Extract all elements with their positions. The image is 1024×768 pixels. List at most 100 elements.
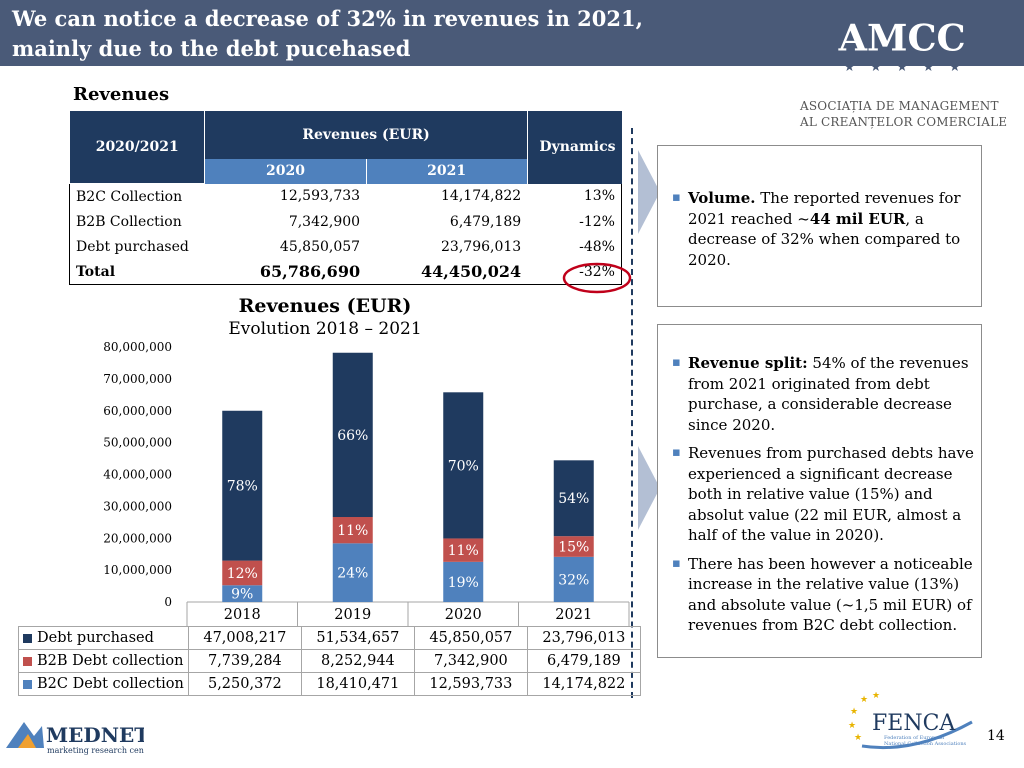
- section-title: Revenues: [73, 84, 170, 105]
- mednet-text: MEDNET: [46, 723, 144, 747]
- row-label: B2C Collection: [68, 183, 205, 209]
- revenues-header: Revenues (EUR): [204, 110, 528, 159]
- fenca-logo: ★ ★★ ★★ FENCA Federation of European Nati…: [848, 692, 973, 750]
- revenue-table: 2020/2021 Revenues (EUR) Dynamics 2020 2…: [68, 110, 623, 285]
- value-2020: 7,342,900: [288, 213, 361, 230]
- bar-b2b-debt-collection: [332, 517, 373, 544]
- info-box-split: Revenue split: 54% of the revenues from …: [657, 324, 982, 658]
- svg-text:★: ★: [854, 733, 862, 743]
- data-label: 9%: [231, 587, 253, 603]
- y-tick-label: 40,000,000: [103, 468, 172, 482]
- bar-b2b-debt-collection: [443, 538, 484, 562]
- mednet-mark-icon: [6, 722, 44, 748]
- bar-debt-purchased: [222, 410, 263, 561]
- cell-value: 6,479,189: [526, 649, 641, 673]
- b2c-swatch: [23, 679, 32, 689]
- series-name: Debt purchased: [37, 630, 154, 646]
- svg-text:★: ★: [844, 60, 856, 74]
- data-table-row: Debt purchased 47,008,217 51,534,657 45,…: [18, 626, 641, 650]
- y-tick-label: 50,000,000: [103, 436, 172, 450]
- x-tick-label: 2021: [555, 607, 592, 623]
- page-title-line1: We can notice a decrease of 32% in reven…: [12, 6, 643, 31]
- value-2020: 65,786,690: [204, 259, 367, 285]
- cell-value: 8,252,944: [300, 649, 415, 673]
- cell-value: 14,174,822: [526, 672, 641, 696]
- cell-value: 5,250,372: [187, 672, 302, 696]
- mednet-logo: MEDNET marketing research center: [6, 722, 144, 755]
- revenue-chart: 0 10,000,000 20,000,000 30,000,000 40,000,00…: [103, 340, 630, 626]
- bar-debt-purchased: [553, 460, 594, 537]
- mednet-sub: marketing research center: [47, 746, 144, 755]
- value-2021: 6,479,189: [449, 213, 522, 230]
- value-2020: 45,850,057: [279, 238, 361, 255]
- table-row: Debt purchased 45,850,057 23,796,013 -48…: [68, 234, 623, 259]
- series-label: Debt purchased: [18, 626, 189, 650]
- bar-b2c-debt-collection: [443, 561, 484, 602]
- bar-b2c-debt-collection: [553, 556, 594, 602]
- highlight-circle: [562, 262, 632, 294]
- arrow-icon: [638, 150, 660, 234]
- svg-text:★: ★: [870, 60, 882, 74]
- svg-text:★: ★: [949, 60, 961, 74]
- svg-text:★: ★: [850, 707, 858, 717]
- series-label: B2B Debt collection: [18, 649, 189, 673]
- x-tick-label: 2018: [224, 607, 261, 623]
- volume-bold: Volume.: [688, 189, 756, 207]
- bar-b2c-debt-collection: [222, 585, 263, 602]
- fenca-text: FENCA: [872, 711, 956, 736]
- table-row-total: Total 65,786,690 44,450,024 -32%: [68, 259, 623, 285]
- chart-subtitle: Evolution 2018 – 2021: [228, 319, 422, 339]
- amcc-subtitle-line1: ASOCIAȚIA DE MANAGEMENT: [800, 99, 999, 113]
- data-label: 24%: [337, 566, 368, 582]
- year-2021-header: 2021: [366, 158, 528, 184]
- x-tick-label: 2019: [334, 607, 371, 623]
- value-2021: 44,450,024: [366, 259, 528, 285]
- bar-b2c-debt-collection: [332, 543, 373, 602]
- table-row: B2B Collection 7,342,900 6,479,189 -12%: [68, 209, 623, 234]
- cell-value: 45,850,057: [413, 626, 528, 650]
- cell-value: 7,739,284: [187, 649, 302, 673]
- y-tick-label: 80,000,000: [103, 340, 172, 354]
- svg-text:★: ★: [872, 692, 880, 701]
- period-header: 2020/2021: [68, 110, 206, 184]
- data-label: 32%: [558, 572, 589, 588]
- cell-value: 51,534,657: [300, 626, 415, 650]
- dynamics-value: 13%: [527, 183, 623, 209]
- debt-purchased-swatch: [23, 633, 32, 643]
- svg-text:★: ★: [923, 60, 935, 74]
- cell-value: 23,796,013: [526, 626, 641, 650]
- svg-text:★: ★: [896, 60, 908, 74]
- data-label: 11%: [448, 543, 479, 559]
- page-title: We can notice a decrease of 32% in reven…: [12, 4, 772, 64]
- volume-text2: , a decrease of 32% when compared to 202…: [688, 209, 961, 269]
- row-label: B2B Collection: [68, 209, 205, 234]
- y-tick-label: 0: [164, 595, 172, 609]
- bar-b2b-debt-collection: [222, 560, 263, 586]
- data-label: 66%: [337, 428, 368, 444]
- data-label: 70%: [448, 458, 479, 474]
- bar-debt-purchased: [332, 352, 373, 518]
- data-label: 11%: [337, 523, 368, 539]
- data-label: 12%: [227, 566, 258, 582]
- data-label: 15%: [558, 539, 589, 555]
- split-item-1: Revenue split: 54% of the revenues from …: [672, 353, 981, 435]
- table-row: B2C Collection 12,593,733 14,174,822 13%: [68, 183, 623, 209]
- cell-value: 47,008,217: [187, 626, 302, 650]
- split-item-3: There has been however a noticeable incr…: [672, 554, 981, 636]
- y-tick-label: 20,000,000: [103, 531, 172, 545]
- value-2020: 12,593,733: [279, 188, 361, 205]
- data-label: 54%: [558, 491, 589, 507]
- year-2020-header: 2020: [204, 158, 367, 184]
- volume-text: Volume. The reported revenues for 2021 r…: [672, 188, 981, 270]
- bar-b2b-debt-collection: [553, 536, 594, 557]
- amcc-logo: AMCC ★ ★ ★ ★ ★: [827, 14, 978, 74]
- amcc-subtitle: ASOCIAȚIA DE MANAGEMENT AL CREANȚELOR CO…: [800, 98, 1007, 130]
- fenca-sub1: Federation of European: [884, 735, 945, 741]
- separator-line: [631, 128, 633, 698]
- row-label: Total: [68, 259, 205, 285]
- y-tick-label: 70,000,000: [103, 372, 172, 386]
- series-name: B2C Debt collection: [37, 676, 184, 692]
- data-table-row: B2C Debt collection 5,250,372 18,410,471…: [18, 672, 641, 696]
- info-box-volume: Volume. The reported revenues for 2021 r…: [657, 145, 982, 307]
- cell-value: 7,342,900: [413, 649, 528, 673]
